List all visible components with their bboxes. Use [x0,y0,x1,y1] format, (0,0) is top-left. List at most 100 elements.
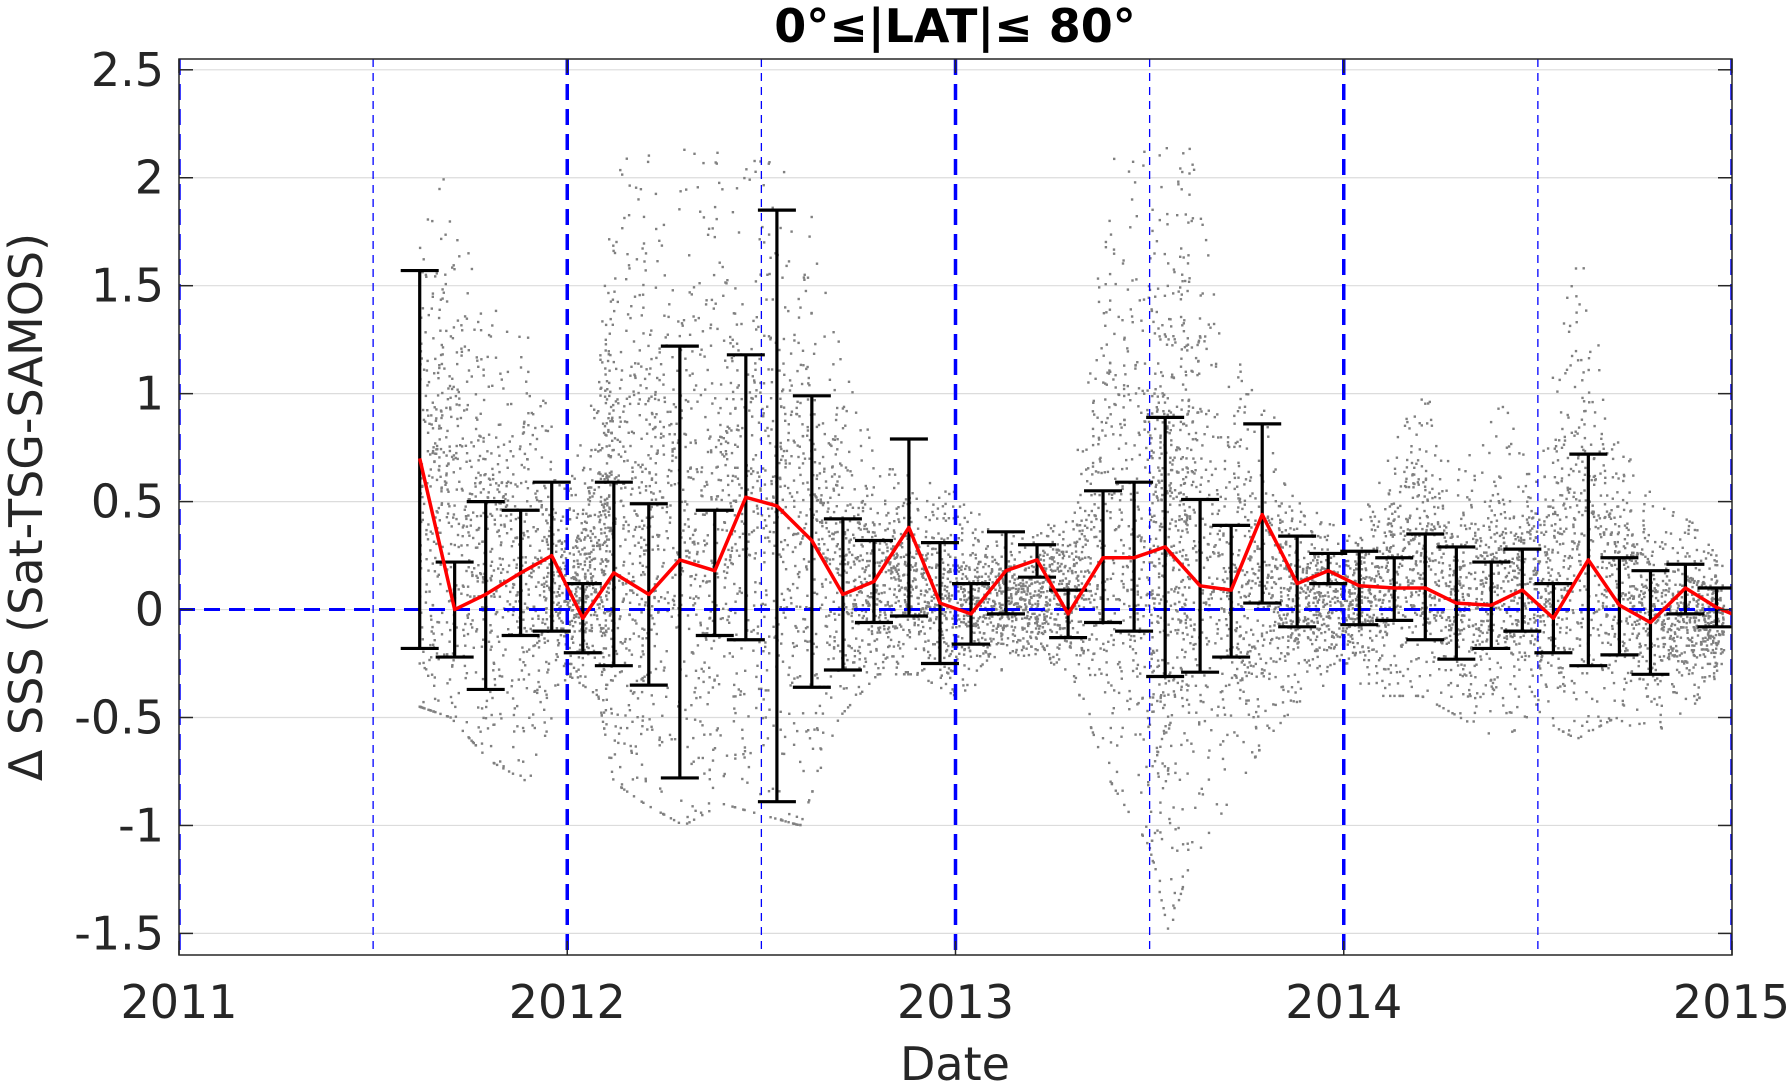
scatter-point [598,380,601,384]
scatter-point [921,620,924,623]
scatter-point [726,279,729,282]
scatter-point [913,533,916,536]
scatter-point [675,422,678,425]
scatter-point [434,442,437,445]
scatter-point [854,411,858,414]
scatter-point [996,625,1000,628]
scatter-point [510,528,513,531]
scatter-point [520,669,524,672]
scatter-point [479,491,483,494]
scatter-point [1060,562,1063,566]
scatter-point [754,395,758,398]
scatter-point [1087,467,1090,470]
scatter-point [715,162,718,165]
scatter-point [1062,554,1066,557]
scatter-point [470,571,474,574]
scatter-point [762,698,765,701]
scatter-point [926,499,929,503]
scatter-point [1038,558,1041,561]
scatter-point [1091,658,1094,661]
scatter-point [898,588,902,591]
scatter-point [863,665,866,668]
scatter-point [581,568,584,571]
scatter-point [737,349,740,352]
scatter-point [827,507,830,510]
scatter-point [1047,622,1050,626]
scatter-point [423,707,426,710]
scatter-point [747,765,751,769]
scatter-point [613,753,617,756]
scatter-point [1089,673,1092,677]
scatter-point [711,402,714,405]
scatter-point [1080,550,1084,554]
scatter-point [638,491,642,495]
scatter-point [576,546,579,549]
scatter-point [949,570,952,573]
scatter-point [875,589,878,592]
scatter-point [458,403,461,407]
scatter-point [940,630,944,633]
scatter-point [1026,590,1029,593]
scatter-point [612,448,615,452]
scatter-point [715,541,719,545]
scatter-point [982,565,985,569]
scatter-point [885,631,888,635]
scatter-point [893,486,896,490]
scatter-point [665,695,668,698]
scatter-point [913,577,916,580]
scatter-point [472,646,475,649]
scatter-point [557,587,561,590]
scatter-point [590,593,593,596]
scatter-point [477,439,480,442]
scatter-point [739,693,742,696]
scatter-point [1026,588,1029,591]
scatter-point [637,391,640,395]
scatter-point [661,565,664,568]
scatter-point [662,383,665,386]
scatter-point [848,519,852,523]
scatter-point [547,668,550,671]
scatter-point [423,666,426,670]
scatter-point [846,528,849,532]
scatter-point [779,397,782,400]
scatter-point [731,390,735,394]
scatter-point [477,320,480,324]
scatter-point [813,493,816,496]
scatter-point [441,391,444,395]
scatter-point [1025,647,1028,650]
scatter-point [658,744,661,747]
scatter-point [1023,560,1026,563]
scatter-point [747,469,750,473]
scatter-point [876,511,879,515]
scatter-point [641,470,644,473]
scatter-point [427,313,430,317]
scatter-point [545,618,549,621]
scatter-point [756,512,760,515]
scatter-point [425,533,428,536]
scatter-point [849,566,852,569]
scatter-point [734,466,737,469]
scatter-point [500,378,503,381]
scatter-point [1029,616,1033,619]
scatter-point [578,629,581,633]
scatter-point [1075,654,1078,657]
scatter-point [918,545,921,549]
scatter-point [1098,493,1101,497]
scatter-point [957,570,961,573]
scatter-point [632,393,636,397]
scatter-point [853,661,856,664]
scatter-point [570,494,573,497]
scatter-point [740,647,743,650]
scatter-point [751,375,754,378]
scatter-point [853,563,856,566]
scatter-point [492,477,495,481]
scatter-point [468,498,471,501]
scatter-point [735,342,739,345]
scatter-point [584,675,587,678]
scatter-point [787,439,790,442]
scatter-point [1092,401,1095,404]
scatter-point [886,656,889,659]
scatter-point [917,544,920,547]
scatter-point [455,451,458,455]
scatter-point [829,496,832,499]
